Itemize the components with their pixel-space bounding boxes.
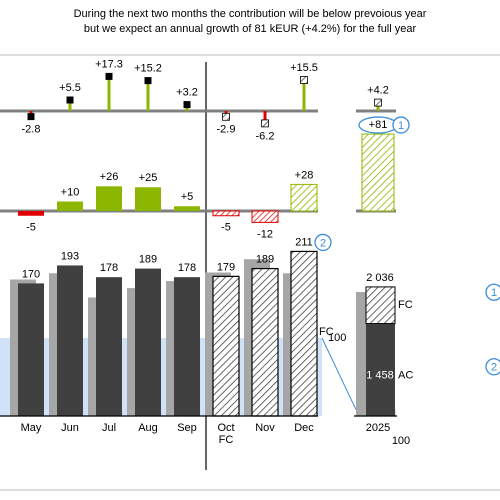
delta-bar bbox=[361, 133, 395, 212]
delta-label: +25 bbox=[139, 172, 158, 184]
delta-label: +28 bbox=[295, 169, 314, 181]
delta-bar bbox=[212, 210, 240, 217]
pin-label: +5.5 bbox=[59, 82, 81, 94]
ac-bar bbox=[96, 277, 122, 416]
ac-bar bbox=[290, 250, 318, 417]
value-label: 178 bbox=[100, 262, 118, 274]
pin-head bbox=[222, 112, 230, 121]
scale-label: 100 bbox=[392, 435, 410, 447]
pin-head bbox=[300, 76, 308, 84]
value-label: 189 bbox=[256, 253, 274, 265]
ac-bar bbox=[18, 283, 44, 416]
value-label: 170 bbox=[22, 268, 40, 280]
fc-bar bbox=[365, 286, 396, 325]
delta-bar bbox=[96, 186, 122, 211]
ac-text: AC bbox=[398, 370, 413, 382]
delta-bar bbox=[174, 206, 200, 211]
note-circle bbox=[392, 116, 410, 134]
note-circle bbox=[485, 358, 500, 376]
ac-value-label: 1 458 bbox=[366, 370, 394, 382]
note-number: 2 bbox=[491, 362, 497, 374]
pin-head bbox=[144, 77, 152, 85]
delta-bar bbox=[18, 211, 44, 216]
ac-bar bbox=[174, 277, 200, 416]
delta-bar bbox=[290, 183, 318, 212]
pin-label: +15.5 bbox=[290, 62, 318, 74]
pin-label: -2.9 bbox=[217, 124, 236, 136]
fc-label: FC bbox=[319, 326, 334, 338]
scale-label: 100 bbox=[328, 332, 346, 344]
fc-text: FC bbox=[398, 299, 413, 311]
delta-label: +26 bbox=[100, 171, 119, 183]
delta-label: -12 bbox=[257, 228, 273, 240]
month-label: Dec bbox=[294, 422, 314, 434]
month-label: Oct bbox=[217, 422, 234, 434]
fc-note: FC bbox=[219, 434, 234, 446]
month-label: Nov bbox=[255, 422, 275, 434]
delta-label: +5 bbox=[181, 191, 194, 203]
value-label: 211 bbox=[295, 236, 313, 248]
pin-label: -6.2 bbox=[256, 130, 275, 142]
delta-label: +10 bbox=[61, 186, 80, 198]
ac-bar bbox=[57, 265, 83, 416]
pin-head bbox=[27, 113, 35, 121]
note-number: 1 bbox=[398, 120, 404, 132]
year-label: 2025 bbox=[366, 422, 390, 434]
py-bar bbox=[356, 292, 366, 416]
delta-label: +81 bbox=[369, 119, 388, 131]
month-label: Sep bbox=[177, 422, 197, 434]
delta-bar bbox=[251, 210, 279, 223]
pin-label: +3.2 bbox=[176, 87, 198, 99]
pin-label: +15.2 bbox=[134, 63, 162, 75]
scale-link bbox=[321, 337, 357, 410]
month-label: May bbox=[21, 422, 42, 434]
title-line: but we expect an annual growth of 81 kEU… bbox=[84, 23, 417, 35]
month-label: Jul bbox=[102, 422, 116, 434]
delta-bar bbox=[135, 187, 161, 211]
value-label: 193 bbox=[61, 250, 79, 262]
month-label: Jun bbox=[61, 422, 79, 434]
ac-bar bbox=[251, 267, 279, 417]
pin-head bbox=[66, 96, 74, 104]
title-line: During the next two months the contribut… bbox=[74, 8, 427, 20]
note-number: 2 bbox=[320, 237, 326, 249]
pin-label: -2.8 bbox=[22, 124, 41, 136]
ac-bar bbox=[135, 268, 161, 416]
ac-bar bbox=[366, 323, 395, 416]
value-label: 178 bbox=[178, 262, 196, 274]
delta-label: -5 bbox=[26, 222, 36, 234]
pin-head bbox=[374, 98, 382, 107]
value-label: 189 bbox=[139, 253, 157, 265]
pin-head bbox=[105, 72, 113, 80]
delta-bar bbox=[57, 201, 83, 211]
pin-head bbox=[183, 101, 191, 109]
pin-label: +17.3 bbox=[95, 58, 123, 70]
pin-head bbox=[261, 119, 269, 128]
month-label: Aug bbox=[138, 422, 158, 434]
ac-bar bbox=[212, 275, 240, 417]
delta-label: -5 bbox=[221, 222, 231, 234]
note-number: 1 bbox=[491, 287, 497, 299]
total-label: 2 036 bbox=[366, 272, 394, 284]
note-circle bbox=[314, 233, 332, 252]
note-circle bbox=[485, 283, 500, 301]
pin-label: +4.2 bbox=[367, 85, 389, 97]
value-label: 179 bbox=[217, 261, 235, 273]
